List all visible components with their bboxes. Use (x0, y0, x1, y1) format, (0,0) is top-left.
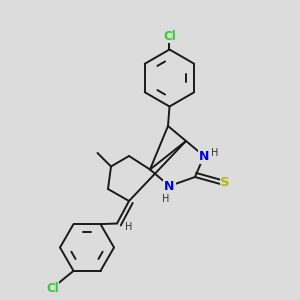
Text: Cl: Cl (46, 281, 59, 295)
Text: N: N (199, 149, 209, 163)
Text: H: H (125, 221, 133, 232)
Text: S: S (220, 176, 230, 190)
Text: H: H (162, 194, 169, 205)
Text: N: N (164, 179, 175, 193)
Text: H: H (211, 148, 218, 158)
Text: Cl: Cl (163, 29, 176, 43)
